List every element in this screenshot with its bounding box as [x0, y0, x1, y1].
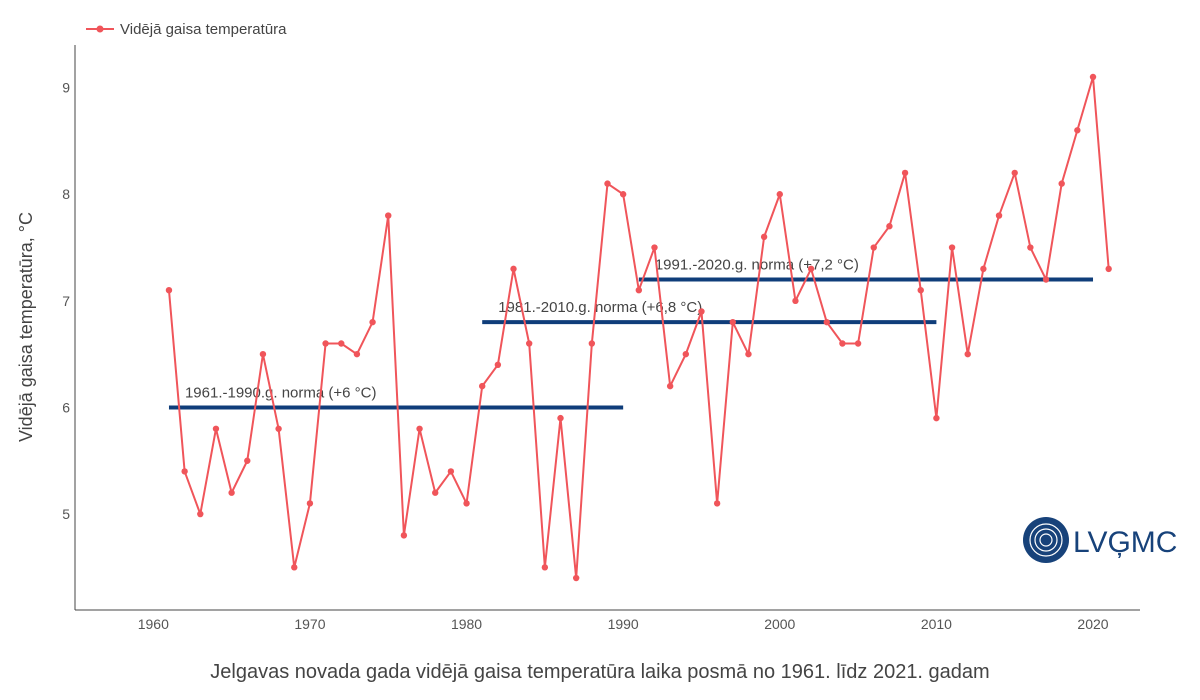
- data-point[interactable]: [604, 180, 611, 187]
- data-point[interactable]: [713, 500, 721, 507]
- legend-marker: [96, 25, 104, 33]
- data-point[interactable]: [338, 340, 345, 347]
- data-point[interactable]: [948, 244, 956, 251]
- data-point[interactable]: [917, 286, 924, 294]
- y-tick-label: 5: [62, 506, 70, 522]
- data-point[interactable]: [369, 318, 376, 326]
- data-point[interactable]: [291, 564, 298, 571]
- x-tick-label: 1980: [451, 616, 482, 632]
- data-point[interactable]: [244, 457, 251, 464]
- x-tick-label: 2000: [764, 616, 795, 632]
- data-point[interactable]: [823, 318, 830, 326]
- data-point[interactable]: [494, 361, 502, 369]
- y-tick-label: 9: [62, 80, 70, 96]
- data-point[interactable]: [651, 244, 658, 251]
- x-tick-label: 2010: [921, 616, 952, 632]
- data-point[interactable]: [635, 286, 643, 294]
- data-point[interactable]: [886, 223, 893, 230]
- data-point[interactable]: [1058, 180, 1065, 187]
- data-point[interactable]: [197, 510, 204, 518]
- legend[interactable]: Vidējā gaisa temperatūra: [86, 21, 287, 38]
- series-layer: [165, 73, 1112, 582]
- logo-ring-outer: [1029, 523, 1063, 557]
- data-point[interactable]: [666, 382, 674, 390]
- data-point[interactable]: [165, 286, 173, 294]
- data-point[interactable]: [400, 532, 408, 539]
- x-tick-label: 2020: [1077, 616, 1108, 632]
- y-tick-label: 7: [62, 293, 70, 309]
- data-point[interactable]: [479, 382, 486, 390]
- x-tick-labels: 1960 1970 1980 1990 2000 2010 2020: [138, 616, 1109, 632]
- x-tick-label: 1990: [608, 616, 639, 632]
- data-point[interactable]: [933, 414, 940, 422]
- data-point[interactable]: [541, 564, 549, 571]
- data-point[interactable]: [729, 318, 736, 326]
- y-tick-label: 6: [62, 399, 70, 415]
- data-point[interactable]: [212, 425, 220, 432]
- data-point[interactable]: [572, 574, 580, 582]
- data-point[interactable]: [619, 191, 627, 198]
- chart-title: Jelgavas novada gada vidējā gaisa temper…: [210, 661, 989, 683]
- logo-text: LVĢMC: [1073, 526, 1177, 559]
- data-point[interactable]: [980, 265, 987, 273]
- data-point[interactable]: [682, 350, 690, 358]
- data-point[interactable]: [385, 212, 392, 219]
- data-point[interactable]: [870, 244, 877, 251]
- data-point[interactable]: [964, 350, 971, 358]
- y-axis-label: Vidējā gaisa temperatūra, °C: [16, 212, 36, 442]
- data-point[interactable]: [1027, 244, 1034, 251]
- legend-label: Vidējā gaisa temperatūra: [120, 21, 287, 38]
- data-point[interactable]: [776, 191, 783, 198]
- data-point[interactable]: [995, 212, 1003, 219]
- data-point[interactable]: [353, 350, 361, 358]
- data-point[interactable]: [416, 425, 423, 432]
- x-tick-label: 1970: [294, 616, 325, 632]
- data-point[interactable]: [259, 350, 267, 358]
- data-point[interactable]: [1089, 73, 1097, 81]
- y-tick-label: 8: [62, 186, 70, 202]
- data-point[interactable]: [745, 350, 752, 358]
- data-point[interactable]: [447, 468, 455, 475]
- data-point[interactable]: [525, 340, 533, 347]
- data-point[interactable]: [901, 169, 909, 177]
- data-point[interactable]: [839, 340, 846, 347]
- logo-ring-inner: [1039, 533, 1053, 547]
- data-point[interactable]: [510, 265, 517, 273]
- norm-label: 1961.-1990.g. norma (+6 °C): [185, 384, 377, 401]
- data-point[interactable]: [1105, 265, 1112, 273]
- data-point[interactable]: [1074, 127, 1081, 134]
- data-point[interactable]: [1042, 276, 1050, 283]
- data-point[interactable]: [698, 308, 705, 315]
- x-tick-label: 1960: [138, 616, 169, 632]
- data-point[interactable]: [432, 489, 439, 496]
- data-point[interactable]: [557, 414, 564, 422]
- data-point[interactable]: [760, 233, 768, 241]
- data-point[interactable]: [275, 425, 282, 432]
- data-point[interactable]: [1011, 169, 1018, 177]
- data-point[interactable]: [792, 297, 799, 305]
- norm-lines: 1961.-1990.g. norma (+6 °C) 1981.-2010.g.…: [168, 257, 1094, 410]
- lvgmc-logo: LVĢMC: [1023, 517, 1177, 563]
- axes: [74, 45, 1140, 611]
- norm-label: 1981.-2010.g. norma (+6,8 °C): [498, 299, 702, 316]
- logo-ring-middle: [1034, 528, 1058, 552]
- norm-label: 1991.-2020.g. norma (+7,2 °C): [655, 257, 859, 274]
- y-tick-labels: 5 6 7 8 9: [62, 80, 70, 522]
- data-point[interactable]: [588, 340, 596, 347]
- data-point[interactable]: [854, 340, 862, 347]
- data-point[interactable]: [306, 500, 314, 507]
- data-point[interactable]: [228, 489, 235, 496]
- data-point[interactable]: [322, 340, 329, 347]
- data-point[interactable]: [181, 468, 188, 475]
- data-point[interactable]: [463, 500, 470, 507]
- data-point[interactable]: [807, 265, 815, 273]
